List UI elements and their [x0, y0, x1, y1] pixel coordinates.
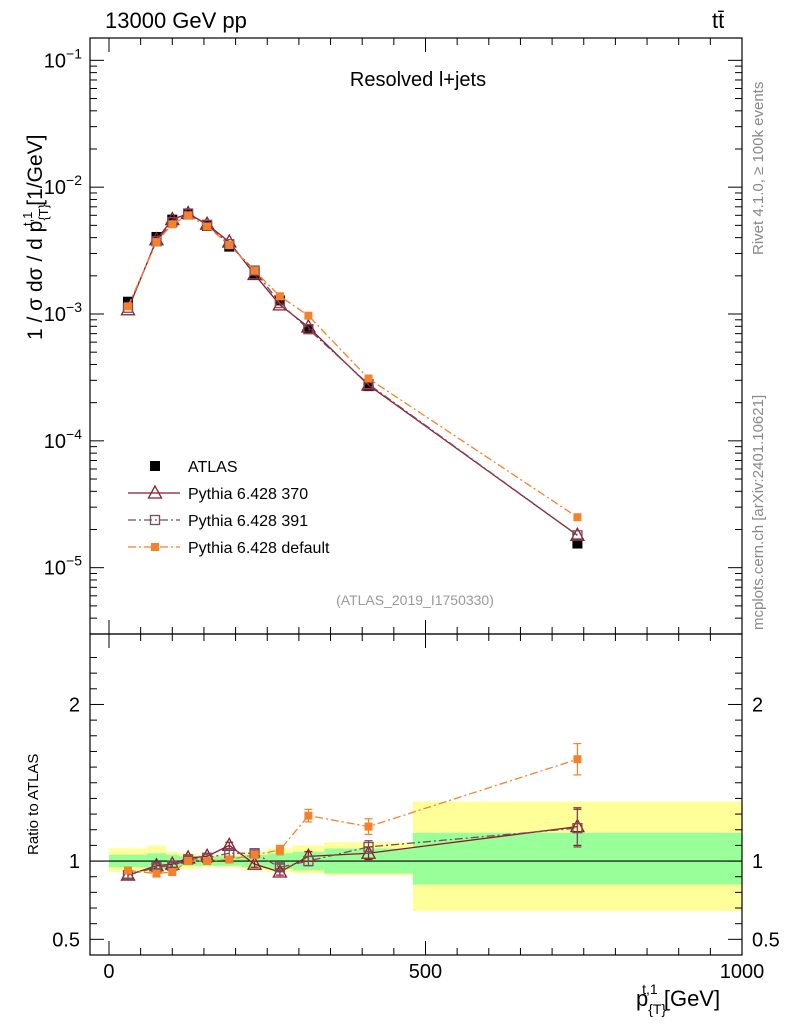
ratio-point-1 [303, 855, 314, 867]
y-tick-label-base: 10 [44, 558, 66, 580]
main-ylabel-sub: {T} [36, 203, 51, 220]
ratio-point-0 [246, 855, 263, 870]
ratio-point-2 [184, 857, 193, 866]
ratio-point-2 [152, 869, 161, 878]
series-point-2 [304, 311, 313, 320]
data-point [274, 295, 285, 306]
ratio-point-1 [274, 862, 286, 873]
x-tick-label: 0 [103, 961, 114, 983]
series-point-2 [203, 222, 212, 231]
legend-label-data: ATLAS [188, 459, 238, 476]
ratio-tick-label: 2 [69, 694, 80, 716]
x-axis-label-post: [GeV] [658, 986, 720, 1011]
data-point [363, 381, 374, 392]
series-point-2 [123, 302, 132, 311]
y-tick-label-exp: −1 [66, 45, 82, 61]
legend-label-0: Pythia 6.428 370 [188, 486, 308, 503]
x-axis-label-sup: t,1 [642, 981, 658, 997]
header-right-tbar: t̄ [718, 8, 724, 33]
ratio-point-2 [250, 850, 259, 859]
legend-marker-2 [151, 543, 159, 551]
legend-label-1: Pythia 6.428 391 [188, 513, 308, 530]
header-left: 13000 GeV pp [105, 8, 247, 33]
ratio-point-2 [203, 857, 212, 866]
series-point-2 [364, 374, 373, 383]
ratio-point-1 [572, 823, 583, 834]
y-tick-label-base: 10 [44, 431, 66, 453]
header-right-t: t [712, 8, 718, 33]
ratio-point-0 [360, 844, 377, 859]
rivet-label: Rivet 4.1.0, ≥ 100k events [750, 82, 767, 255]
ratio-point-2 [275, 846, 284, 855]
data-point [572, 538, 583, 549]
ratio-tick-label: 1 [69, 851, 80, 873]
series-point-2 [152, 237, 161, 246]
ratio-tick-label-right: 0.5 [752, 929, 780, 951]
main-ylabel-sup: t,1 [20, 212, 35, 226]
chart-title: Resolved l+jets [350, 69, 486, 91]
x-axis-label-sub: {T} [648, 1001, 666, 1017]
series-point-0 [272, 296, 288, 311]
series-point-2 [250, 266, 259, 275]
ratio-point-2 [123, 866, 132, 875]
legend: ATLAS Pythia 6.428 370 Pythia 6.428 391 Pyt… [128, 459, 330, 557]
main-panel: 10−510−410−310−210−1 [44, 37, 743, 635]
ratio-tick-label-right: 2 [752, 694, 763, 716]
x-axis-label: p{T} t,1 [GeV] [636, 981, 720, 1017]
ratio-point-2 [573, 755, 582, 764]
legend-marker-data [150, 461, 160, 471]
ratio-point-2 [304, 811, 313, 820]
y-tick-label: 10−2 [44, 172, 82, 199]
x-axis-label-pre: p [636, 986, 648, 1011]
series-point-1 [303, 323, 314, 335]
y-tick-label: 10−3 [44, 299, 82, 326]
y-tick-label-exp: −5 [66, 553, 82, 569]
y-tick-label-base: 10 [44, 304, 66, 326]
ratio-point-1 [363, 841, 374, 853]
series-point-1 [572, 530, 583, 541]
ratio-point-2 [168, 868, 177, 877]
series-point-2 [184, 211, 193, 220]
main-ylabel-post: [1/GeV] [24, 135, 47, 212]
ratio-frame [89, 633, 743, 956]
main-ylabel-pre: 1 / σ dσ / d p [24, 221, 47, 340]
ratio-point-2 [225, 855, 234, 864]
mcplots-label: mcplots.cern.ch [arXiv:2401.10621] [750, 395, 767, 630]
header-right: tt̄ [712, 8, 724, 33]
y-tick-label-exp: −2 [66, 172, 82, 188]
legend-marker-1 [149, 514, 161, 526]
series-point-0 [360, 376, 377, 391]
y-tick-label-exp: −4 [66, 426, 82, 442]
ratio-panel: 0 500 1000 0.5 0.5 1 1 2 2 [52, 633, 780, 983]
x-tick-label: 1000 [720, 961, 765, 983]
ratio-tick-label: 0.5 [52, 929, 80, 951]
series-point-2 [573, 513, 582, 522]
y-tick-label: 10−1 [44, 45, 82, 72]
series-point-2 [275, 292, 284, 301]
series-point-2 [168, 220, 177, 229]
legend-label-2: Pythia 6.428 default [188, 540, 330, 557]
legend-marker-0 [147, 484, 163, 499]
analysis-id: (ATLAS_2019_I1750330) [336, 592, 494, 608]
y-tick-label: 10−5 [44, 553, 82, 580]
ratio-tick-label-right: 1 [752, 851, 763, 873]
ratio-line-2 [127, 758, 578, 875]
series-point-1 [249, 265, 260, 276]
y-tick-label: 10−4 [44, 426, 82, 453]
x-tick-label: 500 [409, 961, 442, 983]
y-tick-label-exp: −3 [66, 299, 82, 315]
ratio-point-2 [364, 822, 373, 831]
series-point-2 [225, 240, 234, 249]
y-tick-label-base: 10 [44, 177, 66, 199]
y-tick-label-base: 10 [44, 50, 66, 72]
ratio-ylabel: Ratio to ATLAS [25, 754, 42, 855]
ratio-line-1 [127, 827, 578, 876]
main-ylabel: 1 / σ dσ / d p{T}t,1 [1/GeV] [20, 135, 51, 340]
